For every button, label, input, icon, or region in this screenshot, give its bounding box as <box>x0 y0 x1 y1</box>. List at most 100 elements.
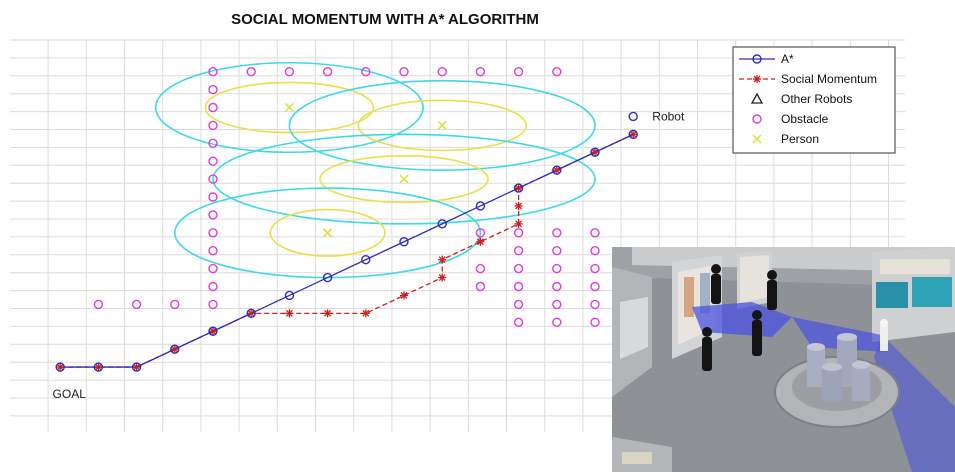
person-zone-ellipse <box>357 99 528 152</box>
person-zone-ellipse <box>269 208 386 257</box>
annotations: Robot GOAL <box>53 109 685 400</box>
obstacle-point <box>208 228 218 238</box>
obstacle-point <box>208 245 218 256</box>
persons <box>284 102 447 238</box>
robot-start-marker <box>628 111 638 122</box>
obstacle-point <box>208 210 218 220</box>
person-marker <box>323 228 333 238</box>
person-zone-ellipse <box>319 155 489 204</box>
obstacle-point <box>208 120 218 131</box>
obstacle-point <box>552 299 562 310</box>
social-momentum-point <box>361 309 370 318</box>
social-momentum-point <box>438 273 447 282</box>
obstacle-point <box>208 84 218 95</box>
obstacle-point <box>208 102 218 113</box>
person-zone-ellipse <box>288 79 596 171</box>
person-marker <box>284 102 294 113</box>
astar-point <box>284 290 295 301</box>
series-line-astar <box>60 133 634 368</box>
legend-label: Person <box>781 132 819 146</box>
legend-label: Other Robots <box>781 92 852 106</box>
obstacle-point <box>552 228 562 238</box>
obstacle-point <box>513 281 524 292</box>
obstacle-point <box>513 263 524 274</box>
astar-point <box>322 272 333 283</box>
astar-point <box>628 129 638 140</box>
astar-point <box>590 147 600 157</box>
obstacle-point <box>208 192 218 202</box>
series-line-social-momentum <box>60 133 634 368</box>
social-momentum-point <box>514 201 523 210</box>
astar-point <box>170 344 180 354</box>
social-momentum-point <box>552 166 561 175</box>
person-zone-ellipse <box>154 61 424 154</box>
obstacle-point <box>475 228 486 238</box>
social-momentum-point <box>476 237 485 246</box>
obstacle-point <box>513 245 524 256</box>
social-momentum-point <box>132 363 141 372</box>
social-momentum-point <box>514 184 523 193</box>
legend-label: A* <box>781 52 794 66</box>
legend-item: Person <box>752 132 819 146</box>
obstacle-point <box>590 263 600 274</box>
social-momentum-point <box>591 148 599 157</box>
obstacles <box>93 66 600 327</box>
series <box>55 129 638 372</box>
obstacle-point <box>552 263 562 274</box>
obstacle-point <box>208 281 218 292</box>
simulation-render-image <box>612 247 955 472</box>
astar-point <box>437 219 447 229</box>
obstacle-point <box>590 317 600 327</box>
astar-point <box>361 254 371 265</box>
obstacle-point <box>284 66 295 77</box>
obstacle-point <box>208 138 218 149</box>
obstacle-point <box>513 66 524 77</box>
chart-title: SOCIAL MOMENTUM WITH A* ALGORITHM <box>231 11 539 28</box>
obstacle-point <box>322 66 333 77</box>
legend: A* Social Momentum Other Robots Obstacle Per… <box>732 46 896 154</box>
person-zone-ellipse <box>204 81 375 134</box>
obstacle-point <box>590 281 600 292</box>
social-momentum-point <box>400 291 408 300</box>
legend-item: Other Robots <box>750 92 852 106</box>
social-momentum-point <box>629 130 638 139</box>
obstacle-point <box>131 299 142 310</box>
legend-item: A* <box>739 52 794 66</box>
obstacle-point <box>513 299 524 310</box>
obstacle-point <box>208 174 218 184</box>
obstacle-point <box>552 281 562 292</box>
obstacle-point <box>208 156 218 166</box>
social-momentum-point <box>94 363 103 372</box>
astar-point <box>246 308 256 319</box>
obstacle-point <box>246 66 256 77</box>
obstacle-point <box>475 263 486 274</box>
simulation-scene <box>612 247 955 472</box>
obstacle-point <box>513 228 524 238</box>
person-zones <box>154 61 596 279</box>
obstacle-point <box>170 299 180 310</box>
person-marker <box>437 120 447 130</box>
social-momentum-point <box>56 363 65 372</box>
obstacle-point <box>399 66 409 77</box>
astar-point <box>513 183 524 193</box>
annotation-goal: GOAL <box>53 387 87 401</box>
astar-point <box>131 362 142 372</box>
social-momentum-point <box>247 309 256 318</box>
social-momentum-point <box>438 255 447 264</box>
obstacle-point <box>475 66 486 77</box>
person-zone-ellipse <box>212 133 596 225</box>
astar-point <box>208 326 218 336</box>
legend-label: Obstacle <box>781 112 829 126</box>
obstacle-point <box>208 66 218 77</box>
astar-point <box>93 362 104 372</box>
obstacle-point <box>590 228 600 238</box>
astar-point <box>475 201 486 211</box>
obstacle-point <box>513 317 524 327</box>
obstacle-point <box>552 66 562 77</box>
annotation-robot: Robot <box>652 109 685 123</box>
obstacle-point <box>552 317 562 327</box>
obstacle-point <box>93 299 104 310</box>
social-momentum-point <box>285 309 294 318</box>
obstacle-point <box>590 299 600 310</box>
